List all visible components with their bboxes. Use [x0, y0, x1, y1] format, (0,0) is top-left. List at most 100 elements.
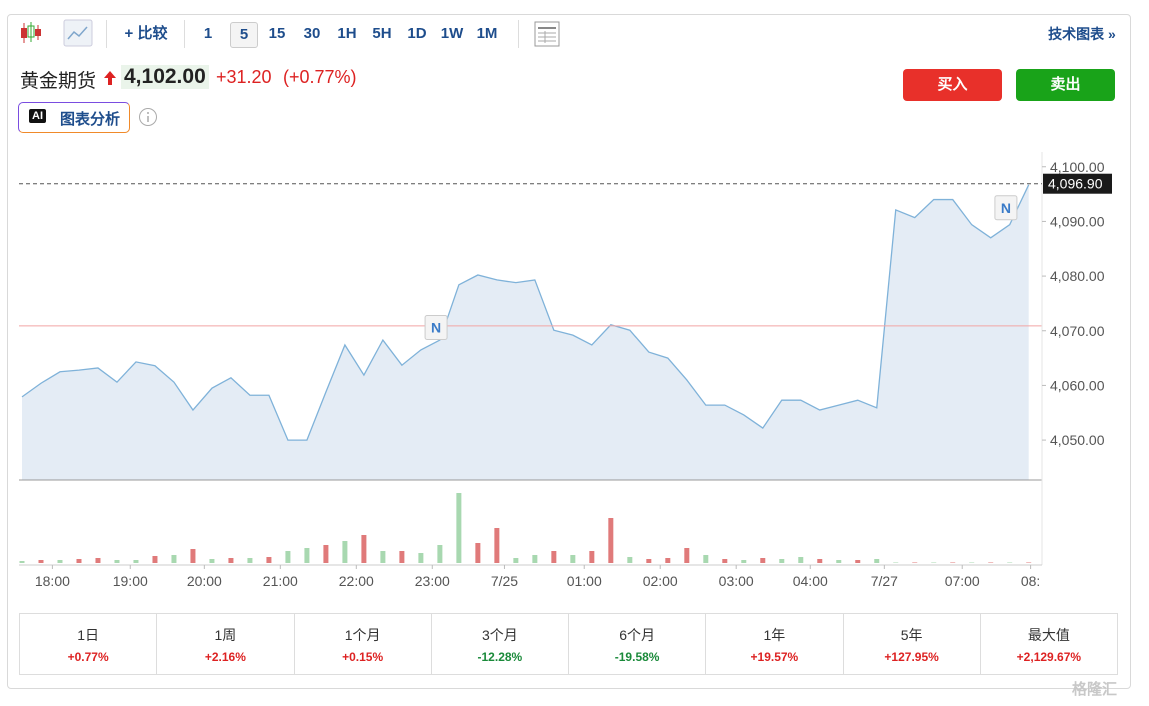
period-change: -12.28%: [477, 650, 523, 664]
volume-bar: [456, 493, 462, 563]
performance-cell: 最大值 +2,129.67%: [981, 614, 1117, 674]
performance-cell: 1日 +0.77%: [20, 614, 158, 674]
period-change: +127.95%: [884, 650, 939, 664]
interval-button[interactable]: 1M: [476, 25, 498, 42]
volume-bar: [399, 551, 405, 563]
interval-button[interactable]: 1D: [407, 25, 427, 42]
volume-bar: [969, 562, 975, 563]
x-tick-label: 7/25: [491, 573, 518, 589]
sell-button[interactable]: 卖出: [1016, 69, 1115, 101]
volume-bar: [171, 555, 177, 563]
technical-chart-link[interactable]: 技术图表 »: [1048, 26, 1116, 42]
volume-bar: [817, 559, 823, 563]
volume-bar: [912, 562, 918, 563]
volume-bar: [779, 559, 785, 563]
performance-cell: 1年 +19.57%: [706, 614, 844, 674]
volume-bar: [684, 548, 690, 563]
performance-cell: 3个月 -12.28%: [432, 614, 569, 674]
volume-bar: [646, 559, 652, 563]
x-tick-label: 02:00: [643, 573, 678, 589]
volume-bar: [988, 562, 994, 563]
volume-bar: [209, 559, 215, 563]
buy-button[interactable]: 买入: [903, 69, 1002, 101]
x-tick-label: 07:00: [945, 573, 980, 589]
volume-bar: [475, 543, 481, 563]
period-label: 1年: [763, 627, 786, 643]
volume-bar: [57, 560, 63, 563]
table-icon[interactable]: [534, 21, 560, 47]
volume-bar: [114, 560, 120, 563]
volume-bar: [304, 548, 310, 563]
period-change: +0.15%: [342, 650, 384, 664]
ai-label: 图表分析: [60, 111, 121, 128]
volume-bar: [532, 555, 538, 563]
volume-bar: [551, 551, 557, 563]
period-label: 1日: [77, 627, 100, 643]
performance-table: 1日 +0.77% 1周 +2.16% 1个月 +0.15% 3个月 -12.28% 6个月 -1…: [19, 613, 1118, 675]
volume-bar: [190, 549, 196, 563]
volume-bar: [931, 562, 937, 563]
x-tick-label: 01:00: [567, 573, 602, 589]
volume-bar: [380, 551, 386, 563]
y-tick-label: 4,060.00: [1050, 377, 1105, 393]
interval-button[interactable]: 15: [268, 25, 286, 42]
period-change: +2.16%: [204, 650, 246, 664]
volume-bar: [133, 560, 139, 563]
x-tick-label: 18:00: [35, 573, 70, 589]
volume-bar: [893, 562, 899, 563]
volume-bar: [608, 518, 614, 563]
x-tick-label: 04:00: [793, 573, 828, 589]
interval-button[interactable]: 1: [203, 25, 213, 42]
interval-button[interactable]: 5H: [372, 25, 392, 42]
volume-bar: [570, 555, 576, 563]
period-change: +0.77%: [67, 650, 109, 664]
period-label: 5年: [900, 627, 923, 643]
volume-bar: [1026, 562, 1032, 563]
info-icon[interactable]: [138, 107, 158, 127]
volume-bar: [855, 560, 861, 563]
line-icon[interactable]: [63, 19, 93, 47]
performance-cell: 1个月 +0.15%: [295, 614, 432, 674]
news-marker: [424, 314, 448, 340]
volume-bar: [266, 557, 272, 563]
performance-cell: 1周 +2.16%: [157, 614, 295, 674]
y-tick-label: 4,050.00: [1050, 432, 1105, 448]
ai-analysis-button[interactable]: AI 图表分析: [18, 102, 130, 133]
corner-watermark: 格隆汇: [1072, 681, 1118, 698]
instrument-name: 黄金期货: [20, 71, 97, 92]
interval-button[interactable]: 30: [303, 25, 321, 42]
period-label: 6个月: [619, 627, 656, 643]
y-tick-label: 4,070.00: [1050, 323, 1105, 339]
volume-bar: [285, 551, 291, 563]
period-label: 3个月: [481, 627, 518, 643]
volume-bar: [703, 555, 709, 563]
news-marker: [994, 195, 1018, 221]
widget-frame: [7, 14, 1131, 689]
interval-button[interactable]: 1W: [440, 25, 464, 42]
price-chart: 英为财情Investing.com4,050.004,060.004,070.0…: [19, 152, 1112, 589]
period-label: 1个月: [344, 627, 381, 643]
candle-icon[interactable]: [18, 20, 44, 46]
volume-bar: [494, 528, 500, 563]
last-price-box: [1043, 173, 1112, 194]
volume-bar: [152, 556, 158, 563]
volume-bar: [874, 559, 880, 563]
volume-bar: [1007, 562, 1013, 563]
period-label: 1周: [214, 627, 237, 643]
interval-button[interactable]: 1H: [337, 25, 357, 42]
volume-bar: [76, 559, 82, 563]
x-tick-label: 08:: [1021, 573, 1040, 589]
volume-bar: [665, 558, 671, 563]
up-arrow: [104, 71, 116, 85]
volume-bar: [228, 558, 234, 563]
ai-badge: AI: [29, 109, 46, 123]
volume-bar: [95, 558, 101, 563]
volume-bar: [627, 557, 633, 563]
x-tick-label: 03:00: [719, 573, 754, 589]
volume-bar: [589, 551, 595, 563]
news-marker-label: N: [431, 319, 441, 335]
volume-bar: [760, 558, 766, 563]
interval-button[interactable]: 5: [230, 22, 258, 48]
period-change: +19.57%: [750, 650, 799, 664]
compare-button[interactable]: + 比较: [124, 25, 168, 42]
